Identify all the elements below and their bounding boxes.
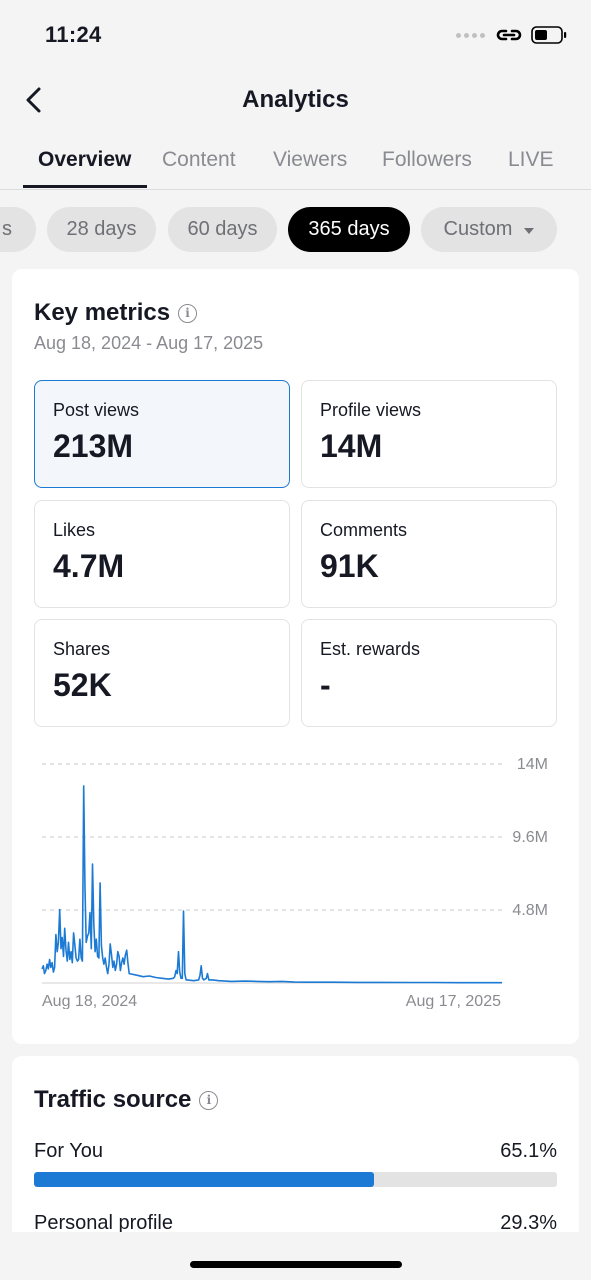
metric-value: 14M <box>320 428 383 464</box>
info-icon[interactable]: i <box>199 1090 219 1110</box>
y-tick-label: 14M <box>517 756 548 773</box>
traffic-value: 65.1% <box>500 1140 557 1162</box>
chip-28-days[interactable]: 28 days <box>47 207 156 252</box>
metric-profile-views[interactable]: Profile views 14M <box>301 380 557 488</box>
metric-shares[interactable]: Shares 52K <box>34 619 290 727</box>
tab-active-indicator <box>23 185 147 188</box>
metric-est-rewards[interactable]: Est. rewards - <box>301 619 557 727</box>
status-bar: 11:24 <box>0 0 591 70</box>
status-time: 11:24 <box>45 22 102 47</box>
info-icon[interactable]: i <box>178 303 198 323</box>
traffic-bar-fill <box>34 1172 375 1187</box>
chip-60-days[interactable]: 60 days <box>168 207 277 252</box>
x-tick-label-start: Aug 18, 2024 <box>42 993 137 1009</box>
traffic-label: Personal profile <box>34 1212 173 1234</box>
tab-viewers[interactable]: Viewers <box>273 148 348 171</box>
chip-custom[interactable]: Custom <box>421 207 557 252</box>
key-metrics-date-range: Aug 18, 2024 - Aug 17, 2025 <box>34 333 264 353</box>
back-button[interactable] <box>16 82 52 118</box>
metric-value: 52K <box>53 667 112 703</box>
battery-icon <box>531 26 567 44</box>
signal-icon <box>456 32 485 38</box>
link-icon <box>496 29 522 41</box>
nav-header: Analytics <box>0 70 591 130</box>
metric-value: - <box>320 667 331 703</box>
date-range-chips: s 28 days 60 days 365 days Custom <box>0 207 591 252</box>
metric-comments[interactable]: Comments 91K <box>301 500 557 608</box>
metric-label: Profile views <box>320 400 422 420</box>
metric-label: Likes <box>53 520 96 540</box>
metric-value: 91K <box>320 548 379 584</box>
metric-label: Post views <box>53 400 140 420</box>
chip-365-days[interactable]: 365 days <box>288 207 410 252</box>
tab-bar: Overview Content Viewers Followers LIVE <box>0 132 591 190</box>
y-tick-label: 9.6M <box>512 829 548 846</box>
metric-label: Comments <box>320 520 408 540</box>
page-title: Analytics <box>242 86 349 113</box>
metric-label: Est. rewards <box>320 639 421 659</box>
traffic-label: For You <box>34 1140 103 1162</box>
chip-label: s <box>2 218 12 240</box>
traffic-row-personal-profile: Personal profile 29.3% <box>34 1212 557 1235</box>
metric-label: Shares <box>53 639 111 659</box>
tab-followers[interactable]: Followers <box>382 148 472 171</box>
post-views-chart[interactable]: 14M 9.6M 4.8M Aug 18, 2024 Aug 17, 2025 <box>12 749 579 1009</box>
metric-post-views[interactable]: Post views 213M <box>34 380 290 488</box>
traffic-source-card: Traffic source i For You 65.1% Personal … <box>12 1056 579 1256</box>
traffic-row-for-you: For You 65.1% <box>34 1140 557 1163</box>
y-tick-label: 4.8M <box>512 902 548 919</box>
tab-overview[interactable]: Overview <box>38 148 132 171</box>
series-line <box>41 785 502 984</box>
key-metrics-title: Key metrics <box>34 299 171 326</box>
status-icons <box>456 24 567 46</box>
key-metrics-heading: Key metrics i <box>34 299 198 327</box>
metric-value: 213M <box>53 428 134 464</box>
chip-custom-label: Custom <box>443 218 513 240</box>
bottom-safe-area <box>0 1232 591 1280</box>
caret-down-icon <box>524 227 535 234</box>
x-tick-label-end: Aug 17, 2025 <box>406 993 501 1009</box>
key-metrics-card: Key metrics i Aug 18, 2024 - Aug 17, 202… <box>12 269 579 1044</box>
metric-likes[interactable]: Likes 4.7M <box>34 500 290 608</box>
traffic-source-heading: Traffic source i <box>34 1086 219 1114</box>
tab-live[interactable]: LIVE <box>508 148 554 171</box>
metric-value: 4.7M <box>53 548 125 584</box>
traffic-value: 29.3% <box>500 1212 557 1234</box>
chevron-left-icon <box>26 87 41 113</box>
home-indicator <box>190 1261 402 1268</box>
chip-partial[interactable]: s <box>0 207 36 252</box>
traffic-bar-for-you <box>34 1172 557 1187</box>
traffic-source-title: Traffic source <box>34 1086 192 1113</box>
tab-content[interactable]: Content <box>162 148 236 171</box>
